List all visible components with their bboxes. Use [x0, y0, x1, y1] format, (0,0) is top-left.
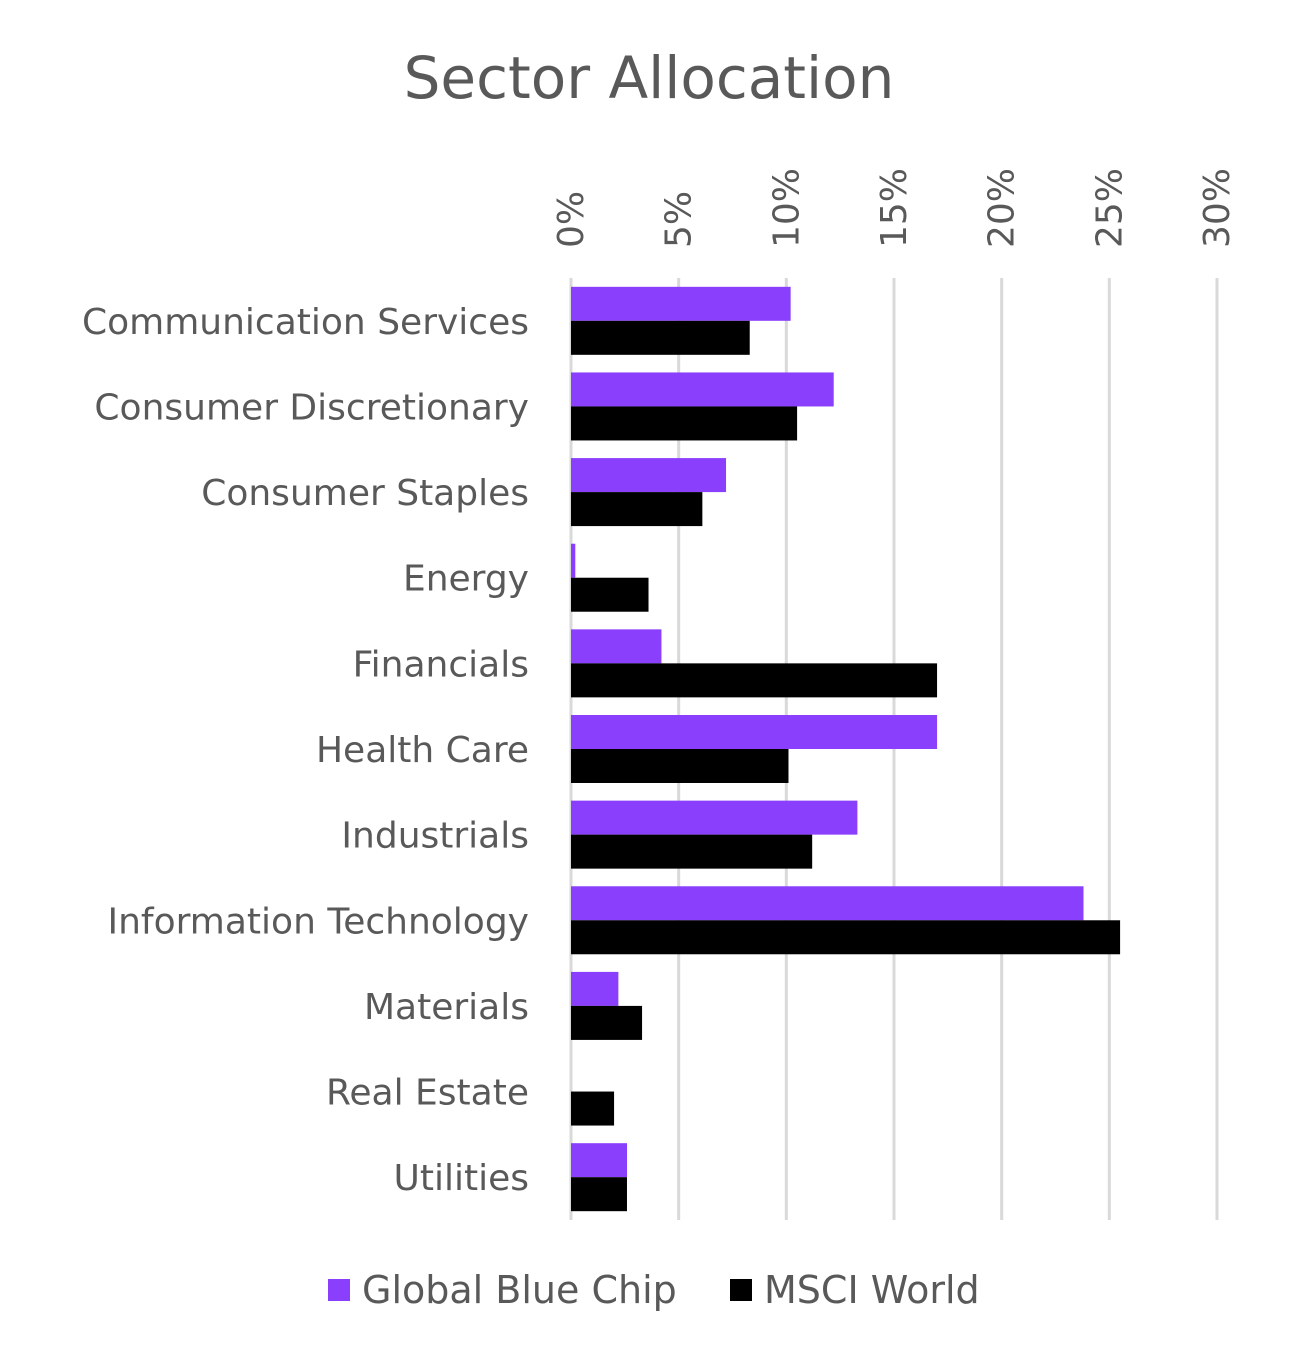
- bar-msci-world: [571, 577, 649, 612]
- x-tick-label: 25%: [1089, 168, 1130, 248]
- bar-global-blue-chip: [571, 1143, 627, 1178]
- bar-msci-world: [571, 663, 938, 698]
- bar-global-blue-chip: [571, 629, 662, 664]
- legend-label: Global Blue Chip: [362, 1268, 677, 1312]
- category-label: Industrials: [341, 816, 529, 857]
- legend-swatch: [328, 1279, 350, 1301]
- bar-global-blue-chip: [571, 286, 791, 321]
- legend: Global Blue Chip MSCI World: [328, 1268, 980, 1312]
- category-label: Utilities: [394, 1158, 530, 1199]
- legend-label: MSCI World: [764, 1268, 980, 1312]
- bar-global-blue-chip: [571, 715, 938, 749]
- x-tick-labels: 0% 5% 10% 15% 20% 25% 30%: [551, 168, 1238, 248]
- bar-msci-world: [571, 920, 1121, 955]
- legend-swatch: [730, 1279, 752, 1301]
- bar-global-blue-chip: [571, 458, 727, 493]
- category-label: Materials: [364, 987, 529, 1028]
- category-label: Consumer Discretionary: [94, 387, 529, 428]
- bar-global-blue-chip: [571, 971, 619, 1006]
- bars: [571, 286, 1121, 1212]
- bar-msci-world: [571, 749, 789, 783]
- bar-global-blue-chip: [571, 886, 1084, 921]
- bar-global-blue-chip: [571, 372, 834, 407]
- category-label: Health Care: [316, 730, 529, 771]
- x-tick-label: 10%: [766, 168, 807, 248]
- bar-msci-world: [571, 1005, 643, 1040]
- x-tick-label: 20%: [982, 168, 1023, 248]
- bar-msci-world: [571, 834, 813, 869]
- category-label: Communication Services: [82, 302, 529, 343]
- chart-title: Sector Allocation: [404, 44, 895, 112]
- category-label: Financials: [353, 644, 529, 685]
- category-label: Energy: [403, 559, 529, 600]
- category-label: Consumer Staples: [201, 473, 529, 514]
- bar-msci-world: [571, 406, 798, 441]
- bar-msci-world: [571, 1091, 615, 1126]
- bar-msci-world: [571, 492, 703, 527]
- category-label: Information Technology: [108, 901, 530, 942]
- bar-global-blue-chip: [571, 543, 576, 578]
- x-tick-label: 0%: [551, 191, 592, 248]
- x-tick-label: 5%: [659, 191, 700, 248]
- x-tick-label: 30%: [1197, 168, 1238, 248]
- bar-msci-world: [571, 1177, 627, 1212]
- x-tick-label: 15%: [874, 168, 915, 248]
- category-labels: Communication Services Consumer Discretio…: [82, 302, 529, 1199]
- bar-msci-world: [571, 320, 750, 355]
- category-label: Real Estate: [326, 1073, 529, 1114]
- bar-global-blue-chip: [571, 800, 858, 835]
